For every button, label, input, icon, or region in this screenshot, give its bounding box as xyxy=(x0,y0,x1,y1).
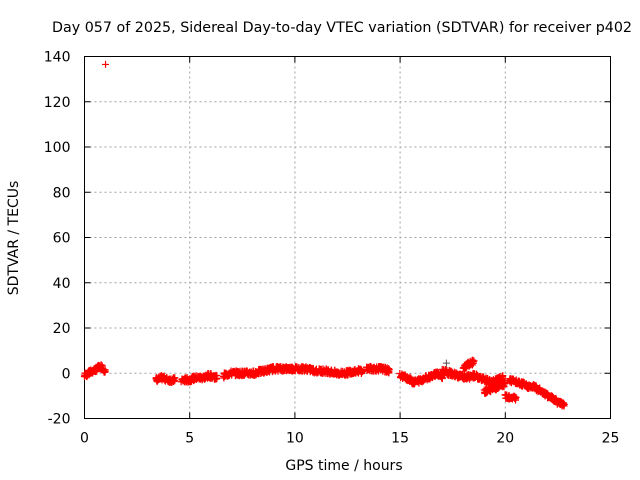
data-point xyxy=(512,393,520,401)
y-tick-label: 100 xyxy=(44,140,71,156)
data-point xyxy=(560,400,568,408)
data-point xyxy=(358,369,366,377)
point-layer xyxy=(80,60,568,410)
grid-layer xyxy=(84,56,611,419)
plot-frame xyxy=(84,56,611,419)
x-tick-label: 5 xyxy=(185,431,194,447)
tick-layer: 0 5 10 15 20 25 -20 0 20 40 60 80 100 120 140 xyxy=(44,50,620,447)
y-tick-label: 140 xyxy=(44,50,71,66)
chart-title: Day 057 of 2025, Sidereal Day-to-day VTE… xyxy=(52,20,632,36)
data-point xyxy=(213,372,221,380)
y-tick-label: 120 xyxy=(44,95,71,111)
data-point xyxy=(171,377,179,385)
data-point xyxy=(101,366,109,374)
data-point xyxy=(501,379,509,387)
y-tick-label: -20 xyxy=(48,412,71,428)
outlier-point xyxy=(102,60,110,68)
data-point xyxy=(385,366,393,374)
x-tick-label: 25 xyxy=(602,431,620,447)
dark-data-point xyxy=(442,359,450,367)
data-point xyxy=(438,374,446,382)
x-axis-label: GPS time / hours xyxy=(285,458,402,474)
x-tick-label: 20 xyxy=(496,431,514,447)
x-tick-label: 15 xyxy=(391,431,409,447)
x-tick-label: 0 xyxy=(80,431,89,447)
y-tick-label: 80 xyxy=(53,185,71,201)
data-point xyxy=(559,401,567,409)
data-point xyxy=(359,368,367,376)
y-tick-label: 20 xyxy=(53,321,71,337)
x-tick-label: 10 xyxy=(286,431,304,447)
y-axis-label: SDTVAR / TECUs xyxy=(6,181,22,296)
y-tick-label: 40 xyxy=(53,276,71,292)
y-tick-label: 0 xyxy=(62,366,71,382)
data-point xyxy=(470,357,478,365)
y-tick-label: 60 xyxy=(53,231,71,247)
